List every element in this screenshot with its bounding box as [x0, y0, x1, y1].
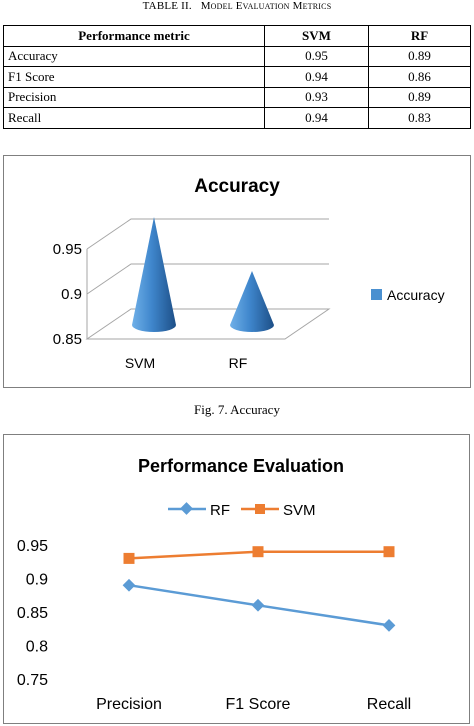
rf-value: 0.83	[368, 107, 471, 129]
metric-name: Precision	[3, 86, 265, 108]
table-row: Accuracy 0.95 0.89	[3, 45, 471, 67]
line-series	[122, 546, 396, 632]
y-tick-label: 0.9	[26, 572, 48, 589]
performance-chart-frame: Performance Evaluation RF SVM 0.75 0.8 0.8…	[3, 434, 470, 724]
svm-value: 0.94	[264, 66, 369, 88]
header-cell: RF	[368, 25, 471, 47]
y-axis: 0.85 0.9 0.95	[53, 241, 82, 348]
data-point	[383, 546, 395, 558]
legend: RF SVM	[168, 502, 316, 519]
table-header-row: Performance metric SVM RF	[3, 25, 471, 47]
legend: Accuracy	[371, 287, 445, 303]
y-tick-label: 0.95	[53, 241, 82, 258]
metrics-table: Performance metric SVM RF Accuracy 0.95 …	[3, 25, 471, 129]
x-tick-label: Precision	[96, 696, 162, 713]
table-caption-title: Model Evaluation Metrics	[200, 0, 332, 12]
header-cell: SVM	[264, 25, 369, 47]
metric-name: Recall	[3, 107, 265, 129]
legend-swatch	[371, 289, 382, 300]
metric-name: F1 Score	[3, 66, 265, 88]
svm-value: 0.94	[264, 107, 369, 129]
table-caption-label: TABLE II.	[142, 0, 192, 12]
rf-value: 0.86	[368, 66, 471, 88]
svm-value: 0.93	[264, 86, 369, 108]
y-tick-label: 0.95	[17, 538, 48, 555]
metric-name: Accuracy	[3, 45, 265, 67]
gridline	[86, 263, 329, 295]
legend-marker-rf	[180, 502, 193, 515]
x-tick-label: SVM	[125, 355, 155, 371]
x-tick-label: F1 Score	[226, 696, 291, 713]
figure-caption: Fig. 7. Accuracy	[194, 402, 280, 417]
series-rf	[122, 578, 396, 632]
cone-body	[132, 217, 176, 332]
legend-label-svm: SVM	[283, 502, 316, 519]
chart-3d-frame	[85, 218, 331, 340]
y-tick-label: 0.85	[53, 331, 82, 348]
y-tick-label: 0.85	[17, 605, 48, 622]
y-axis: 0.75 0.8 0.85 0.9 0.95	[17, 538, 48, 689]
data-point	[251, 598, 265, 612]
table-row: Recall 0.94 0.83	[3, 107, 471, 129]
y-tick-label: 0.9	[61, 286, 82, 303]
x-axis: Precision F1 Score Recall	[96, 696, 411, 713]
rf-value: 0.89	[368, 45, 471, 67]
table-row: Precision 0.93 0.89	[3, 86, 471, 108]
y-tick-label: 0.8	[26, 639, 48, 656]
accuracy-chart: Accuracy 0.85 0.9 0.95 SVM RF Accuracy	[53, 176, 445, 371]
gridline	[86, 218, 329, 250]
legend-marker-svm	[255, 504, 265, 514]
chart-title: Performance Evaluation	[138, 456, 344, 476]
cone-body	[230, 271, 274, 332]
performance-chart: Performance Evaluation RF SVM 0.75 0.8 0.8…	[17, 456, 411, 713]
chart-floor	[85, 308, 331, 340]
svm-value: 0.95	[264, 45, 369, 67]
data-point	[123, 552, 135, 564]
legend-label: Accuracy	[387, 287, 445, 303]
accuracy-chart-frame: Accuracy 0.85 0.9 0.95 SVM RF Accuracy	[3, 155, 471, 388]
cone-rf	[230, 271, 274, 332]
rf-value: 0.89	[368, 86, 471, 108]
data-point	[252, 546, 264, 558]
data-point	[382, 619, 396, 632]
table-caption: TABLE II. Model Evaluation Metrics	[0, 0, 474, 12]
x-tick-label: RF	[229, 355, 248, 371]
cone-series	[132, 217, 274, 332]
cone-svm	[132, 217, 176, 332]
legend-label-rf: RF	[210, 502, 230, 519]
header-cell: Performance metric	[3, 25, 265, 47]
table-row: F1 Score 0.94 0.86	[3, 66, 471, 88]
y-tick-label: 0.75	[17, 672, 48, 689]
x-axis: SVM RF	[125, 355, 248, 371]
x-tick-label: Recall	[367, 696, 411, 713]
chart-title: Accuracy	[194, 176, 280, 197]
data-point	[122, 578, 136, 592]
series-svm	[123, 546, 395, 564]
